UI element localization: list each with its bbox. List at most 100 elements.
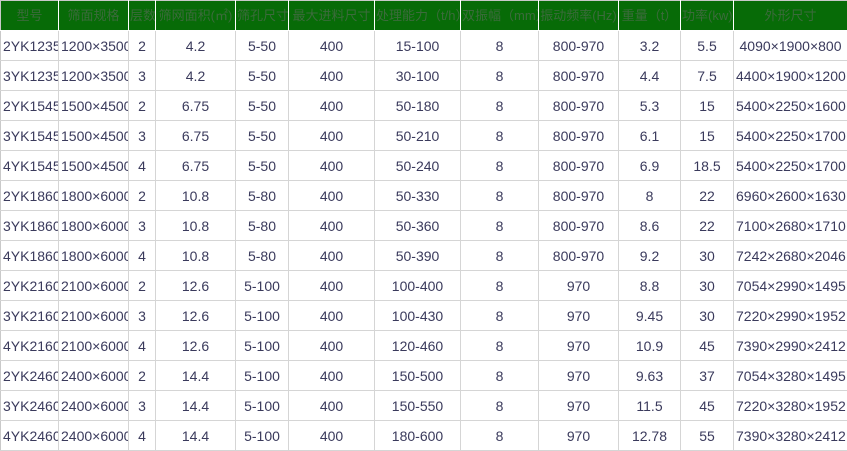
table-cell: 8 <box>461 421 539 451</box>
table-cell: 800-970 <box>539 151 619 181</box>
table-cell: 15-100 <box>375 31 461 61</box>
table-cell: 7.5 <box>681 61 734 91</box>
table-cell: 8 <box>461 241 539 271</box>
table-cell: 8 <box>461 91 539 121</box>
table-cell: 1800×6000 <box>59 181 129 211</box>
table-cell: 4YK1545 <box>1 151 59 181</box>
table-cell: 14.4 <box>156 421 236 451</box>
table-cell: 8 <box>461 301 539 331</box>
table-cell: 8 <box>461 151 539 181</box>
table-cell: 3 <box>129 211 156 241</box>
table-cell: 5-100 <box>236 421 289 451</box>
table-cell: 400 <box>289 361 375 391</box>
table-cell: 8 <box>461 121 539 151</box>
table-cell: 800-970 <box>539 211 619 241</box>
table-cell: 400 <box>289 331 375 361</box>
table-cell: 5400×2250×1700 <box>734 151 847 181</box>
table-cell: 2YK1545 <box>1 91 59 121</box>
table-cell: 5-80 <box>236 211 289 241</box>
table-cell: 12.6 <box>156 301 236 331</box>
table-cell: 4400×1900×1200 <box>734 61 847 91</box>
table-cell: 970 <box>539 301 619 331</box>
table-cell: 11.5 <box>619 391 681 421</box>
table-cell: 3YK2460 <box>1 391 59 421</box>
table-cell: 2YK1235 <box>1 31 59 61</box>
table-cell: 2100×6000 <box>59 331 129 361</box>
table-cell: 7220×3280×1952 <box>734 391 847 421</box>
table-cell: 3 <box>129 121 156 151</box>
table-cell: 7220×2990×1952 <box>734 301 847 331</box>
table-cell: 5-50 <box>236 91 289 121</box>
table-cell: 970 <box>539 391 619 421</box>
table-cell: 6.1 <box>619 121 681 151</box>
table-cell: 400 <box>289 391 375 421</box>
column-header-2: 层数 <box>129 1 156 31</box>
table-cell: 4.2 <box>156 31 236 61</box>
table-cell: 4 <box>129 421 156 451</box>
table-cell: 8 <box>461 31 539 61</box>
table-cell: 5-50 <box>236 151 289 181</box>
table-cell: 3YK1235 <box>1 61 59 91</box>
column-header-5: 最大进料尺寸 <box>289 1 375 31</box>
table-cell: 5.3 <box>619 91 681 121</box>
table-cell: 970 <box>539 421 619 451</box>
table-cell: 55 <box>681 421 734 451</box>
table-cell: 8 <box>461 361 539 391</box>
column-header-8: 振动频率(Hz) <box>539 1 619 31</box>
table-cell: 22 <box>681 211 734 241</box>
table-cell: 5-100 <box>236 331 289 361</box>
table-cell: 1500×4500 <box>59 91 129 121</box>
column-header-11: 外形尺寸 <box>734 1 847 31</box>
table-cell: 6.75 <box>156 121 236 151</box>
table-cell: 10.8 <box>156 181 236 211</box>
table-cell: 12.6 <box>156 271 236 301</box>
column-header-4: 筛孔尺寸 <box>236 1 289 31</box>
table-cell: 3 <box>129 391 156 421</box>
table-cell: 2 <box>129 271 156 301</box>
table-cell: 10.9 <box>619 331 681 361</box>
table-cell: 1800×6000 <box>59 241 129 271</box>
table-cell: 4YK1860 <box>1 241 59 271</box>
table-cell: 2100×6000 <box>59 301 129 331</box>
table-cell: 400 <box>289 211 375 241</box>
column-header-9: 重量（t） <box>619 1 681 31</box>
table-cell: 180-600 <box>375 421 461 451</box>
table-cell: 800-970 <box>539 121 619 151</box>
table-cell: 150-500 <box>375 361 461 391</box>
table-cell: 30-100 <box>375 61 461 91</box>
table-cell: 5-100 <box>236 271 289 301</box>
table-cell: 8.8 <box>619 271 681 301</box>
table-cell: 5400×2250×1700 <box>734 121 847 151</box>
table-cell: 10.8 <box>156 211 236 241</box>
table-cell: 10.8 <box>156 241 236 271</box>
table-cell: 400 <box>289 151 375 181</box>
table-cell: 50-180 <box>375 91 461 121</box>
table-cell: 50-330 <box>375 181 461 211</box>
table-cell: 4.4 <box>619 61 681 91</box>
table-cell: 2400×6000 <box>59 421 129 451</box>
table-cell: 2 <box>129 91 156 121</box>
table-cell: 8 <box>619 181 681 211</box>
table-cell: 30 <box>681 301 734 331</box>
table-cell: 400 <box>289 31 375 61</box>
table-cell: 50-390 <box>375 241 461 271</box>
table-cell: 8 <box>461 61 539 91</box>
table-cell: 2 <box>129 31 156 61</box>
table-cell: 1800×6000 <box>59 211 129 241</box>
table-cell: 3 <box>129 301 156 331</box>
table-cell: 2YK2460 <box>1 361 59 391</box>
table-cell: 4 <box>129 331 156 361</box>
table-cell: 3.2 <box>619 31 681 61</box>
table-cell: 3 <box>129 61 156 91</box>
table-cell: 5400×2250×1600 <box>734 91 847 121</box>
table-cell: 5-100 <box>236 301 289 331</box>
column-header-7: 双振幅（mm） <box>461 1 539 31</box>
table-cell: 120-460 <box>375 331 461 361</box>
table-cell: 7242×2680×2046 <box>734 241 847 271</box>
